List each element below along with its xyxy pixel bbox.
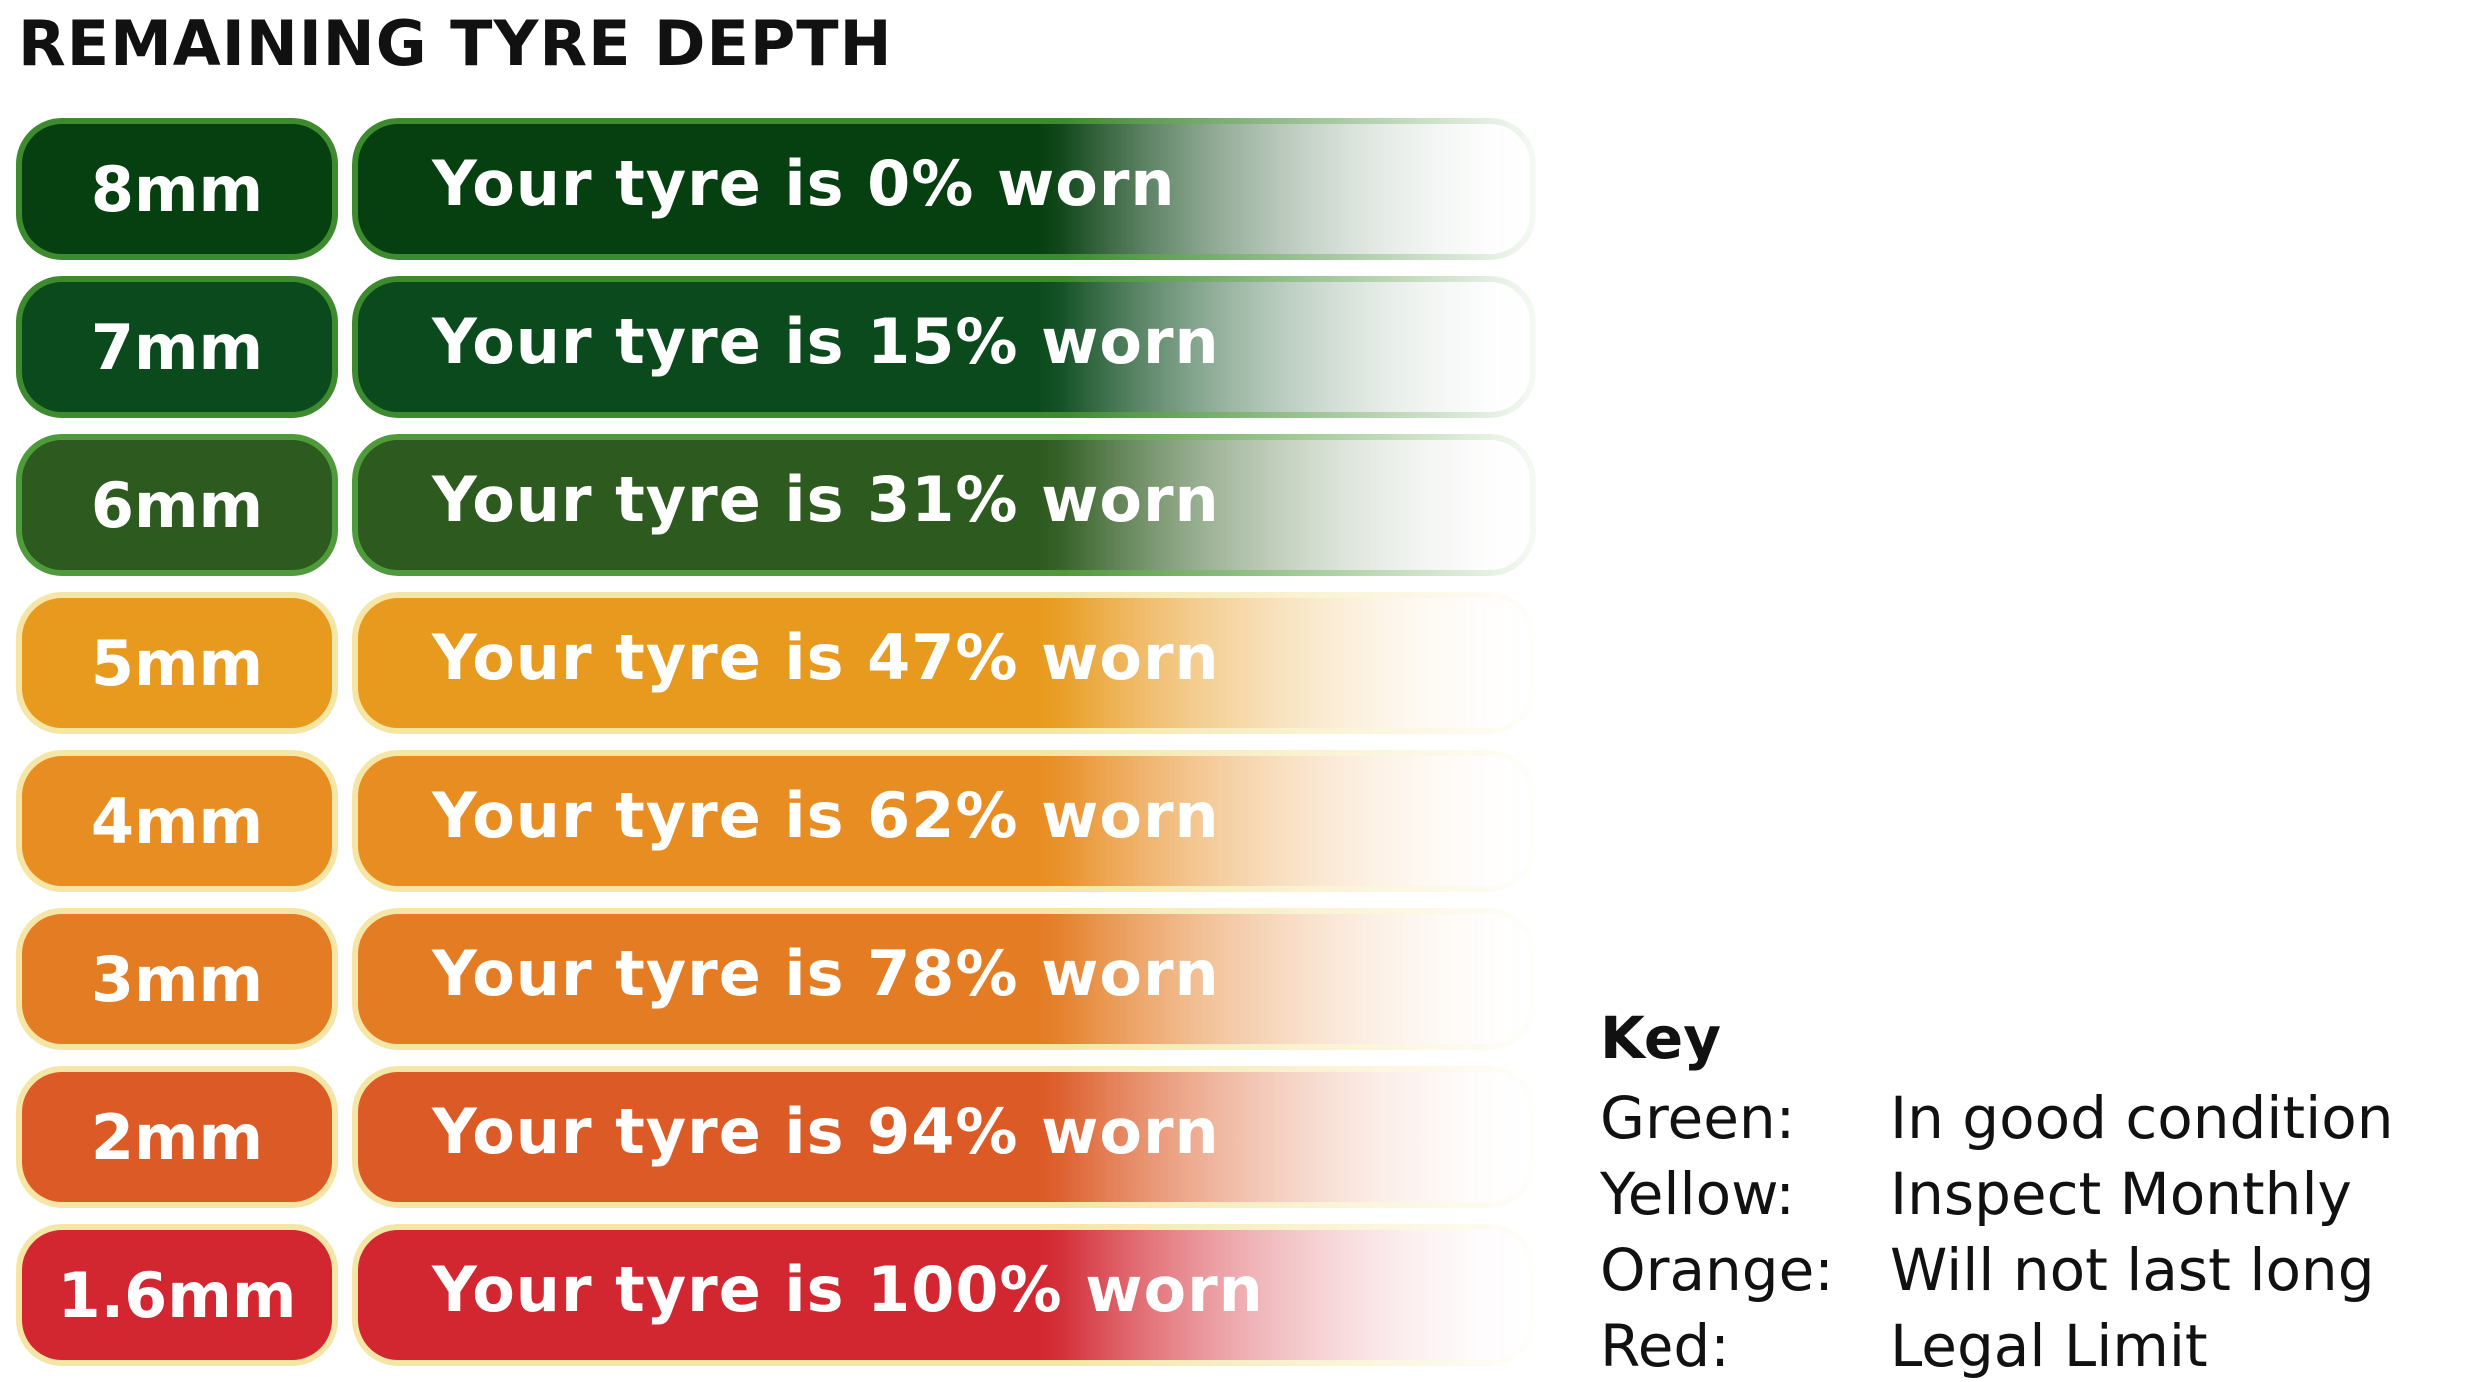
key-color-label: Red:: [1600, 1312, 1730, 1380]
key-item-yellow: Yellow: Inspect Monthly: [1600, 1156, 2460, 1232]
wear-bar: [352, 592, 1536, 734]
depth-row-4mm: 4mm Your tyre is 62% worn: [16, 750, 1536, 892]
depth-badge: 1.6mm: [16, 1224, 338, 1366]
depth-row-8mm: 8mm Your tyre is 0% worn: [16, 118, 1536, 260]
depth-row-1-6mm: 1.6mm Your tyre is 100% worn: [16, 1224, 1536, 1366]
depth-badge: 7mm: [16, 276, 338, 418]
wear-bar: [352, 908, 1536, 1050]
key-meaning: In good condition: [1890, 1084, 2394, 1152]
depth-badge: 8mm: [16, 118, 338, 260]
wear-bar: [352, 1066, 1536, 1208]
key-color-label: Yellow:: [1600, 1160, 1795, 1228]
wear-label: Your tyre is 31% worn: [432, 462, 1220, 536]
wear-label: Your tyre is 94% worn: [432, 1094, 1220, 1168]
wear-label: Your tyre is 0% worn: [432, 146, 1176, 220]
wear-bar: [352, 1224, 1536, 1366]
key-meaning: Inspect Monthly: [1890, 1160, 2352, 1228]
wear-label: Your tyre is 15% worn: [432, 304, 1220, 378]
wear-label: Your tyre is 78% worn: [432, 936, 1220, 1010]
depth-row-2mm: 2mm Your tyre is 94% worn: [16, 1066, 1536, 1208]
depth-badge: 5mm: [16, 592, 338, 734]
key-item-red: Red: Legal Limit: [1600, 1308, 2460, 1382]
key-meaning: Will not last long: [1890, 1236, 2375, 1304]
depth-row-6mm: 6mm Your tyre is 31% worn: [16, 434, 1536, 576]
key-item-green: Green: In good condition: [1600, 1080, 2460, 1156]
wear-label: Your tyre is 100% worn: [432, 1252, 1264, 1326]
page-title: REMAINING TYRE DEPTH: [18, 7, 893, 80]
key-title: Key: [1600, 1004, 1722, 1072]
color-key: Key Green: In good condition Yellow: Ins…: [1600, 1000, 2460, 1382]
depth-row-7mm: 7mm Your tyre is 15% worn: [16, 276, 1536, 418]
depth-badge: 6mm: [16, 434, 338, 576]
depth-row-3mm: 3mm Your tyre is 78% worn: [16, 908, 1536, 1050]
depth-badge: 4mm: [16, 750, 338, 892]
key-color-label: Orange:: [1600, 1236, 1834, 1304]
key-color-label: Green:: [1600, 1084, 1796, 1152]
wear-bar: [352, 750, 1536, 892]
wear-bar: [352, 118, 1536, 260]
depth-table: 8mm Your tyre is 0% worn 7mm Your tyre i…: [16, 118, 1536, 1382]
wear-bar: [352, 276, 1536, 418]
depth-badge: 2mm: [16, 1066, 338, 1208]
key-item-orange: Orange: Will not last long: [1600, 1232, 2460, 1308]
wear-label: Your tyre is 47% worn: [432, 620, 1220, 694]
wear-label: Your tyre is 62% worn: [432, 778, 1220, 852]
wear-bar: [352, 434, 1536, 576]
depth-row-5mm: 5mm Your tyre is 47% worn: [16, 592, 1536, 734]
depth-badge: 3mm: [16, 908, 338, 1050]
key-meaning: Legal Limit: [1890, 1312, 2208, 1380]
